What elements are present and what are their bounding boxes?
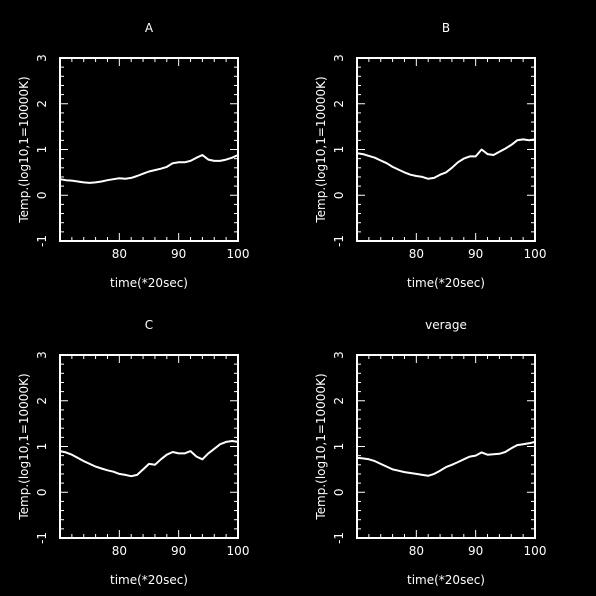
y-tick-label: 3 (332, 54, 346, 62)
y-axis-label: Temp.(log10,1=10000K) (17, 373, 31, 520)
y-tick-label: 1 (35, 443, 49, 451)
series-line (59, 440, 239, 478)
y-tick-label: 0 (332, 191, 346, 199)
y-tick-label: 2 (332, 397, 346, 405)
y-tick-label: 2 (35, 100, 49, 108)
chart-title: A (145, 21, 154, 35)
chart-panel-4: verage 80 90 100 -1 0 1 2 3 time(*20sec) Temp.(log… (314, 318, 546, 587)
chart-panel-2: B 80 90 100 -1 0 1 2 3 time(*20sec) Temp.(log10,1=… (314, 21, 546, 290)
plot-frame (356, 354, 536, 539)
chart-panel-3: C 80 90 100 -1 0 1 2 3 time(*20sec) Temp.(log10,1=… (17, 318, 249, 587)
y-tick-label: 1 (35, 146, 49, 154)
x-tick-label: 80 (409, 247, 424, 261)
y-tick-label: 1 (332, 443, 346, 451)
y-tick-label: -1 (332, 235, 346, 247)
x-tick-label: 80 (409, 544, 424, 558)
x-tick-label: 100 (227, 544, 250, 558)
x-axis-label: time(*20sec) (407, 276, 485, 290)
x-tick-label: 90 (468, 544, 483, 558)
y-tick-label: 0 (332, 488, 346, 496)
x-tick-label: 100 (524, 544, 547, 558)
series-line (356, 138, 536, 180)
x-tick-label: 90 (468, 247, 483, 261)
y-tick-label: 3 (332, 351, 346, 359)
y-tick-label: -1 (35, 532, 49, 544)
y-tick-label: 0 (35, 191, 49, 199)
chart-title: verage (425, 318, 467, 332)
y-tick-label: 3 (35, 54, 49, 62)
chart-title: C (145, 318, 153, 332)
plot-frame (59, 57, 239, 242)
chart-panel-1: A 80 90 100 -1 0 1 2 3 time(*20sec) Temp.(log10,1=… (17, 21, 249, 290)
x-tick-label: 80 (112, 544, 127, 558)
y-tick-label: 2 (35, 397, 49, 405)
x-axis-label: time(*20sec) (407, 573, 485, 587)
y-axis-label: Temp.(log10,1=10000K) (17, 76, 31, 223)
x-tick-label: 100 (227, 247, 250, 261)
y-tick-label: 2 (332, 100, 346, 108)
plot-frame (59, 354, 239, 539)
plot-frame (356, 57, 536, 242)
series-line (59, 154, 239, 184)
x-tick-label: 100 (524, 247, 547, 261)
x-tick-label: 90 (171, 247, 186, 261)
x-tick-label: 90 (171, 544, 186, 558)
y-tick-label: 3 (35, 351, 49, 359)
y-axis-label: Temp.(log10,1=10000K) (314, 373, 328, 520)
chart-title: B (442, 21, 450, 35)
y-axis-label: Temp.(log10,1=10000K) (314, 76, 328, 223)
y-tick-label: 0 (35, 488, 49, 496)
y-tick-label: -1 (332, 532, 346, 544)
x-axis-label: time(*20sec) (110, 276, 188, 290)
x-tick-label: 80 (112, 247, 127, 261)
series-line (356, 440, 536, 477)
x-axis-label: time(*20sec) (110, 573, 188, 587)
y-tick-label: 1 (332, 146, 346, 154)
y-tick-label: -1 (35, 235, 49, 247)
